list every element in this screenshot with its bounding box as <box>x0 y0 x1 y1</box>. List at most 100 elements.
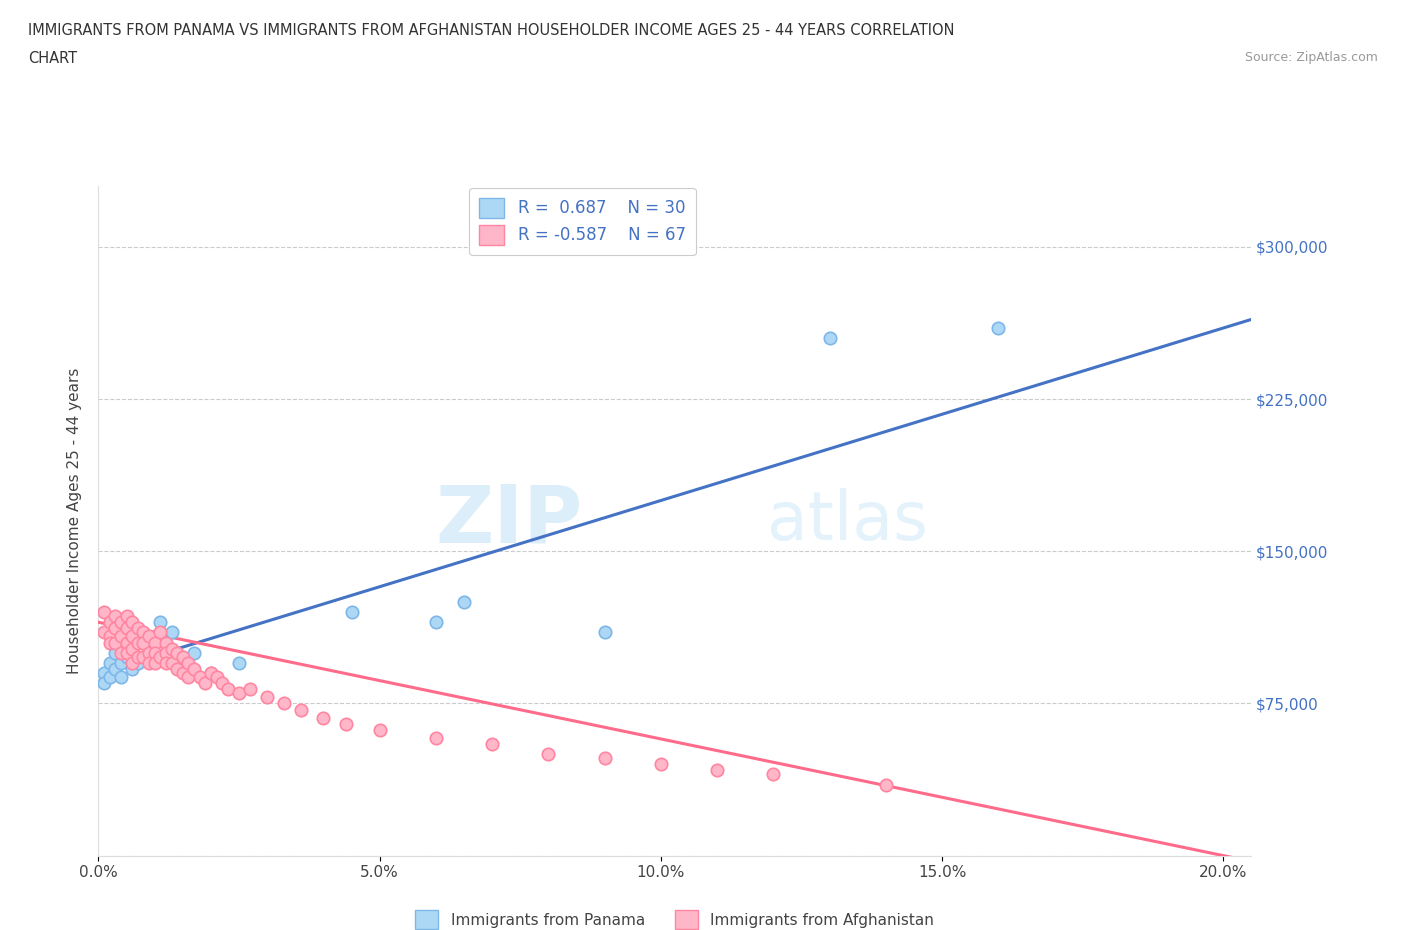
Point <box>200 666 222 681</box>
Point <box>166 645 188 660</box>
Point <box>121 645 143 660</box>
Point <box>155 635 177 650</box>
Point <box>104 661 127 676</box>
Legend: Immigrants from Panama, Immigrants from Afghanistan: Immigrants from Panama, Immigrants from … <box>409 904 941 930</box>
Point <box>138 645 160 660</box>
Point <box>93 676 115 691</box>
Point <box>98 629 121 644</box>
Point <box>481 737 503 751</box>
Point <box>200 666 222 681</box>
Point <box>650 757 672 772</box>
Point <box>110 629 132 644</box>
Point <box>110 615 132 630</box>
Point <box>115 635 138 650</box>
Point <box>110 656 132 671</box>
Point <box>132 635 155 650</box>
Point <box>149 649 172 664</box>
Point <box>183 661 205 676</box>
Point <box>127 656 149 671</box>
Point <box>425 615 447 630</box>
Point <box>149 625 172 640</box>
Point <box>115 649 138 664</box>
Point <box>132 649 155 664</box>
Point <box>110 645 132 660</box>
Point <box>172 656 194 671</box>
Point <box>205 670 228 684</box>
Point <box>115 635 138 650</box>
Point <box>273 696 295 711</box>
Point <box>368 723 391 737</box>
Point <box>177 670 200 684</box>
Point <box>593 625 616 640</box>
Point <box>818 331 841 346</box>
Point <box>115 645 138 660</box>
Point <box>138 645 160 660</box>
Point <box>127 635 149 650</box>
Point <box>138 656 160 671</box>
Point <box>143 635 166 650</box>
Point <box>132 625 155 640</box>
Point <box>188 670 211 684</box>
Point <box>706 763 728 777</box>
Point <box>172 666 194 681</box>
Point <box>312 711 335 725</box>
Point <box>93 625 115 640</box>
Point <box>228 656 250 671</box>
Point <box>98 635 121 650</box>
Point <box>127 649 149 664</box>
Point <box>121 661 143 676</box>
Point <box>155 656 177 671</box>
Point <box>593 751 616 765</box>
Point <box>875 777 897 792</box>
Point <box>132 635 155 650</box>
Text: ZIP: ZIP <box>436 482 582 560</box>
Point <box>239 682 262 697</box>
Point <box>155 645 177 660</box>
Point <box>93 666 115 681</box>
Point <box>138 629 160 644</box>
Point <box>121 629 143 644</box>
Point <box>127 621 149 636</box>
Point <box>104 621 127 636</box>
Point <box>98 615 121 630</box>
Point <box>166 661 188 676</box>
Point <box>98 670 121 684</box>
Point <box>110 670 132 684</box>
Point <box>143 629 166 644</box>
Point <box>115 609 138 624</box>
Point <box>121 615 143 630</box>
Text: IMMIGRANTS FROM PANAMA VS IMMIGRANTS FROM AFGHANISTAN HOUSEHOLDER INCOME AGES 25: IMMIGRANTS FROM PANAMA VS IMMIGRANTS FRO… <box>28 23 955 38</box>
Point <box>121 641 143 656</box>
Point <box>155 635 177 650</box>
Point <box>340 604 363 619</box>
Point <box>115 621 138 636</box>
Point <box>121 656 143 671</box>
Point <box>160 656 183 671</box>
Point <box>228 685 250 700</box>
Point <box>194 676 217 691</box>
Y-axis label: Householder Income Ages 25 - 44 years: Householder Income Ages 25 - 44 years <box>67 367 83 674</box>
Point <box>143 656 166 671</box>
Point <box>98 656 121 671</box>
Point <box>93 604 115 619</box>
Point <box>453 594 475 609</box>
Point <box>104 609 127 624</box>
Point <box>143 645 166 660</box>
Point <box>335 716 357 731</box>
Point <box>762 767 785 782</box>
Point <box>160 641 183 656</box>
Point <box>183 645 205 660</box>
Point <box>127 625 149 640</box>
Text: atlas: atlas <box>768 488 928 553</box>
Point <box>160 625 183 640</box>
Point <box>217 682 239 697</box>
Point <box>104 635 127 650</box>
Point <box>537 747 560 762</box>
Point <box>177 656 200 671</box>
Text: CHART: CHART <box>28 51 77 66</box>
Point <box>172 649 194 664</box>
Point <box>425 730 447 745</box>
Point <box>211 676 233 691</box>
Point <box>104 645 127 660</box>
Point <box>290 702 312 717</box>
